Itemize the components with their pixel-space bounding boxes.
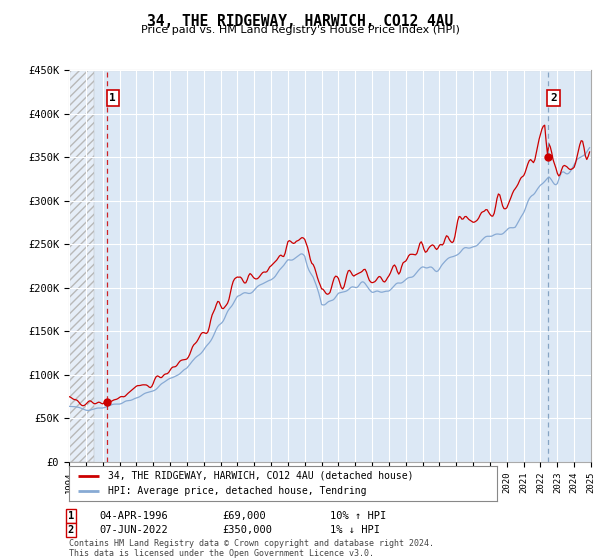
Bar xyxy=(69,70,94,462)
Text: 34, THE RIDGEWAY, HARWICH, CO12 4AU (detached house): 34, THE RIDGEWAY, HARWICH, CO12 4AU (det… xyxy=(107,471,413,481)
Text: 1: 1 xyxy=(68,511,74,521)
Text: 1% ↓ HPI: 1% ↓ HPI xyxy=(330,525,380,535)
Text: 2: 2 xyxy=(68,525,74,535)
Text: 10% ↑ HPI: 10% ↑ HPI xyxy=(330,511,386,521)
Text: Price paid vs. HM Land Registry's House Price Index (HPI): Price paid vs. HM Land Registry's House … xyxy=(140,25,460,35)
Text: HPI: Average price, detached house, Tendring: HPI: Average price, detached house, Tend… xyxy=(107,486,366,496)
Text: 1: 1 xyxy=(109,93,116,103)
Text: Contains HM Land Registry data © Crown copyright and database right 2024.
This d: Contains HM Land Registry data © Crown c… xyxy=(69,539,434,558)
Text: 07-JUN-2022: 07-JUN-2022 xyxy=(99,525,168,535)
Text: 04-APR-1996: 04-APR-1996 xyxy=(99,511,168,521)
Text: 34, THE RIDGEWAY, HARWICH, CO12 4AU: 34, THE RIDGEWAY, HARWICH, CO12 4AU xyxy=(147,14,453,29)
Text: £350,000: £350,000 xyxy=(222,525,272,535)
Text: 2: 2 xyxy=(550,93,557,103)
Text: £69,000: £69,000 xyxy=(222,511,266,521)
